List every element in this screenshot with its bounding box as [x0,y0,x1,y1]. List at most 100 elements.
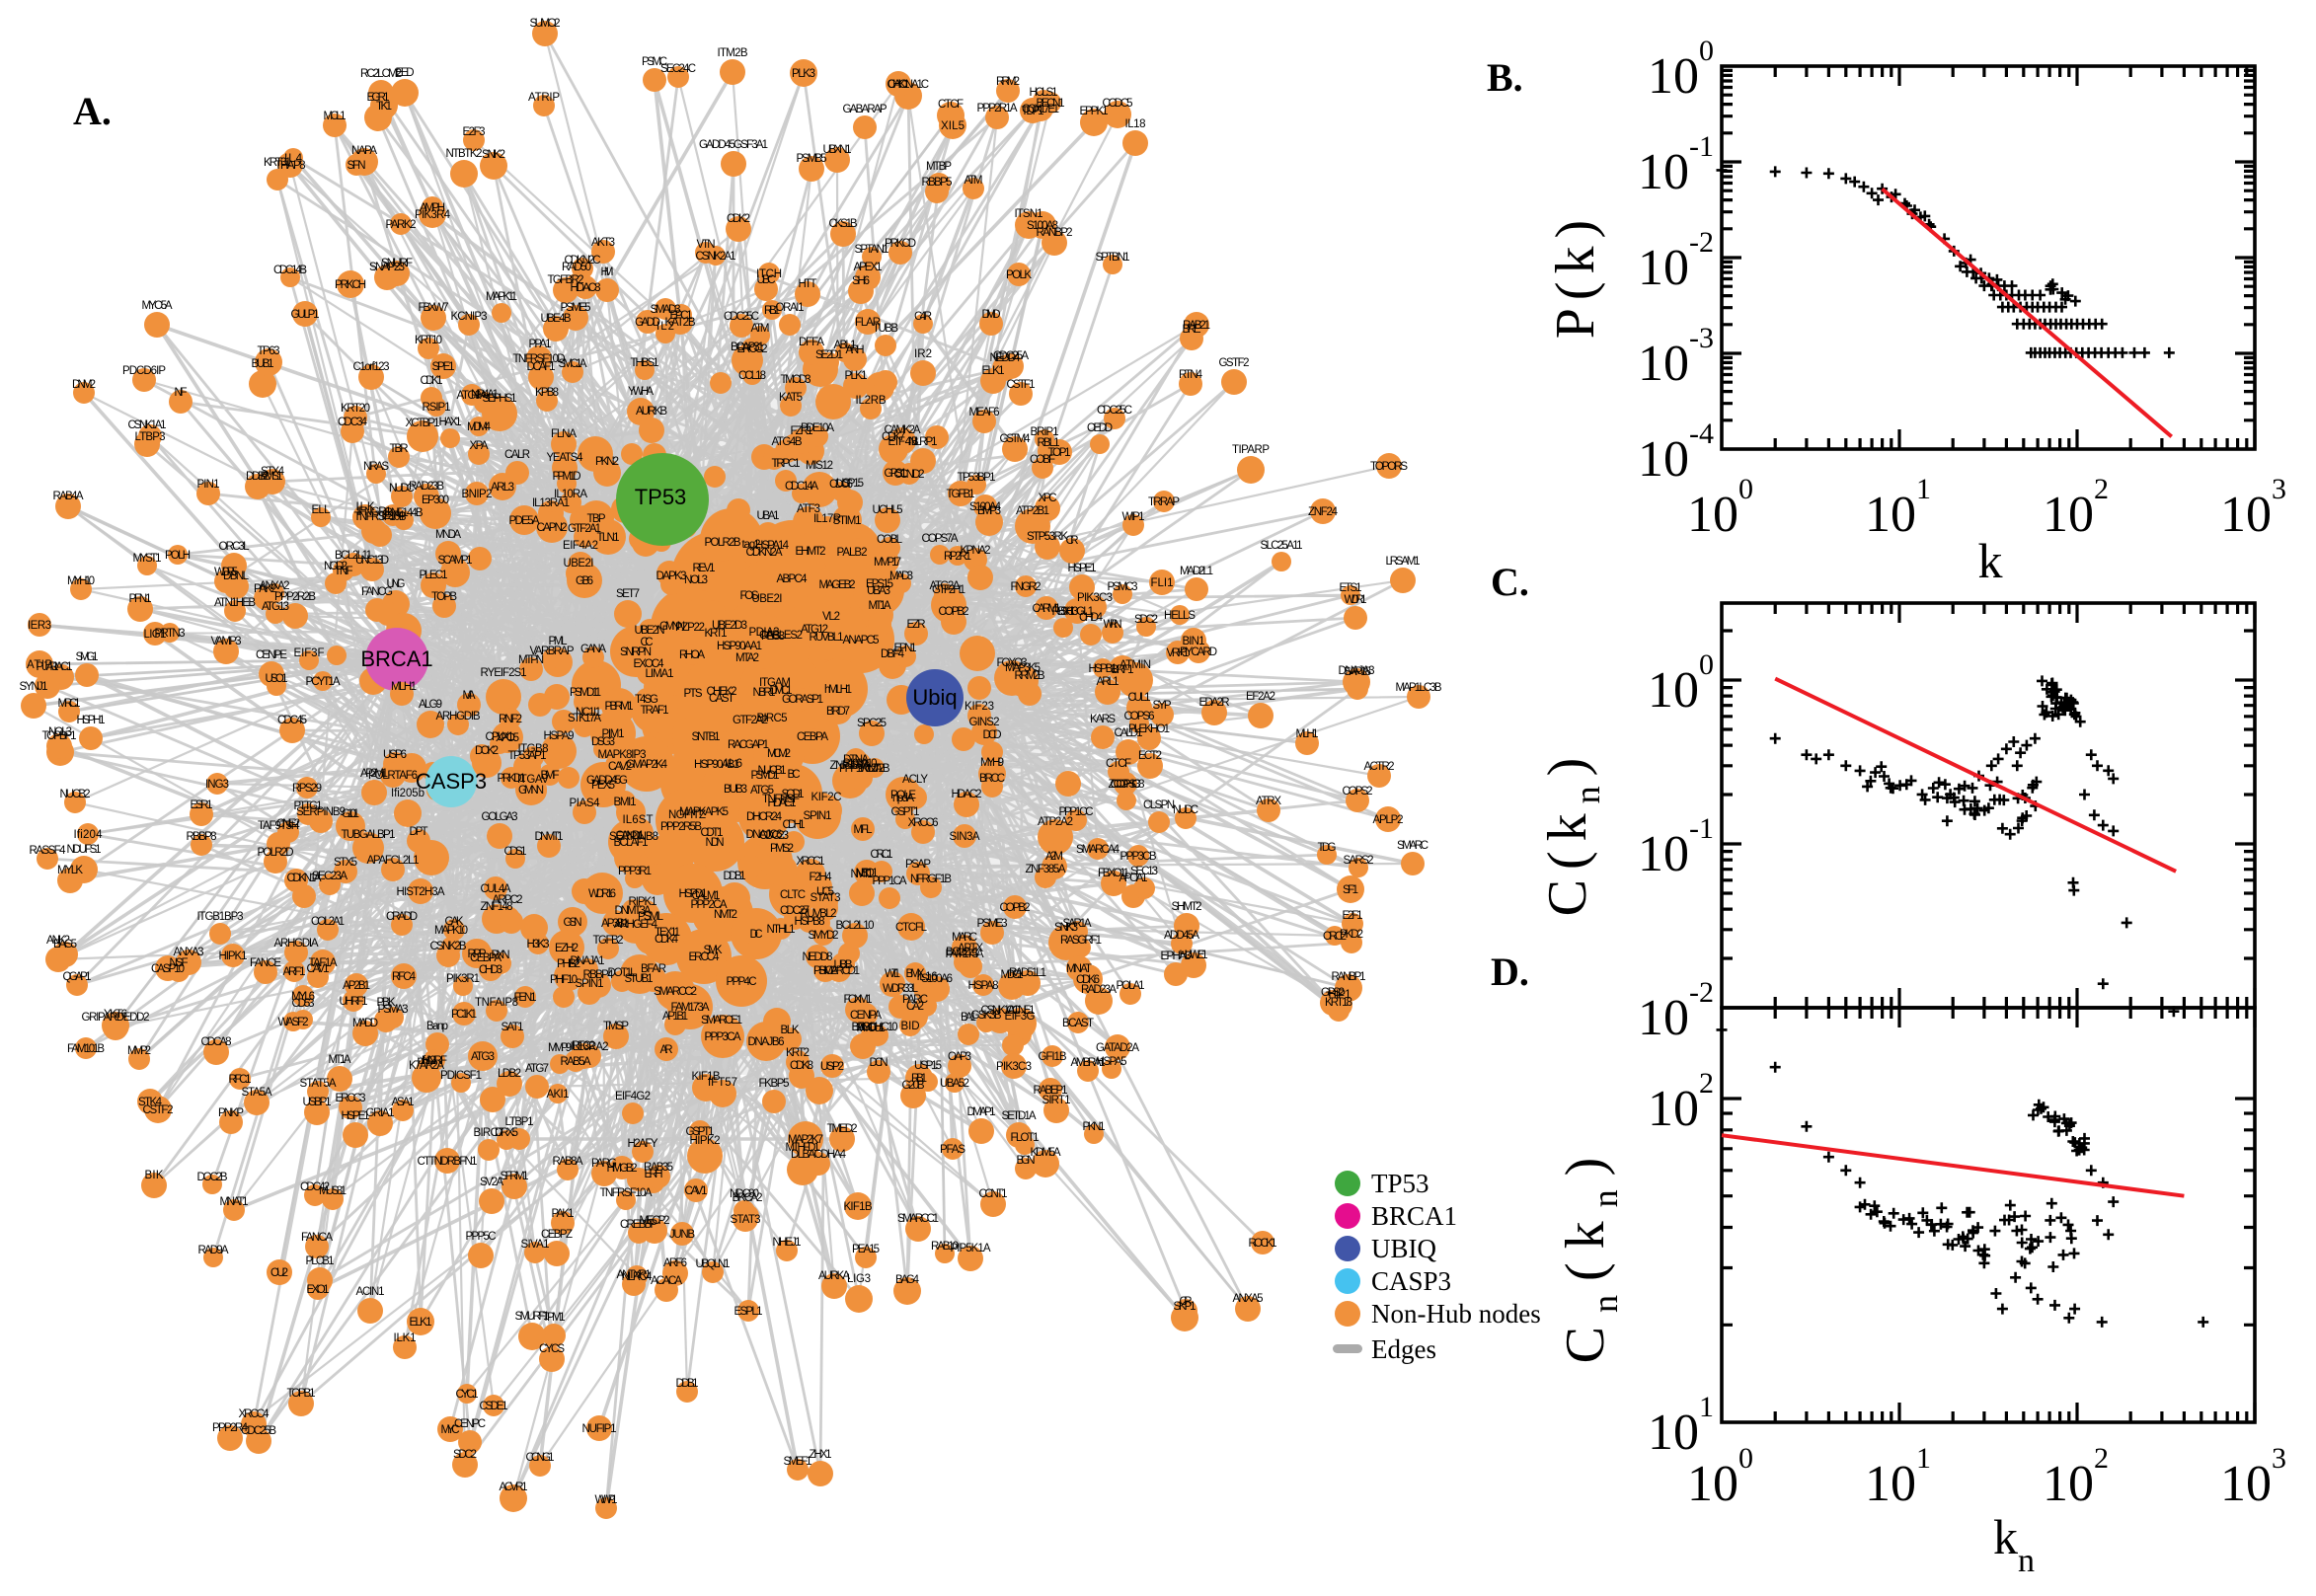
svg-text:PRKCD: PRKCD [885,238,916,250]
svg-text:NUDC: NUDC [389,483,415,494]
svg-text:EXO1: EXO1 [307,1284,330,1296]
svg-text:AP1B1: AP1B1 [662,1011,688,1023]
svg-text:UBB: UBB [834,959,853,971]
svg-text:GADD45G: GADD45G [586,775,628,787]
svg-text:NSF: NSF [170,957,189,969]
svg-text:PDE5A: PDE5A [509,515,540,527]
svg-text:DOK2: DOK2 [475,745,499,757]
svg-text:SMARCD1: SMARCD1 [818,965,860,977]
svg-text:CYCS: CYCS [539,1343,565,1355]
svg-text:CDKN2C: CDKN2C [565,255,601,266]
svg-text:RFC1: RFC1 [229,1074,252,1086]
svg-text:ATMIN: ATMIN [1119,659,1151,671]
svg-text:GANA: GANA [580,644,606,655]
svg-text:ILK1: ILK1 [394,1332,417,1344]
svg-text:MTA2: MTA2 [735,652,759,664]
svg-text:ARF6: ARF6 [663,1257,687,1269]
svg-text:C.: C. [1491,560,1529,604]
svg-text:SF1: SF1 [1343,884,1358,896]
svg-text:BCLAF1: BCLAF1 [614,837,649,849]
svg-text:E2F4: E2F4 [382,510,406,522]
svg-text:WASF2: WASF2 [278,1017,309,1028]
svg-text:PC1K1: PC1K1 [451,1009,477,1021]
svg-text:USO1: USO1 [266,673,288,685]
svg-text:RAD50: RAD50 [562,262,591,273]
svg-text:NOL3: NOL3 [48,726,72,738]
svg-text:GSK3B: GSK3B [971,1010,1002,1022]
svg-text:PNKP: PNKP [218,1107,244,1119]
svg-text:UBE2I: UBE2I [752,593,783,605]
svg-text:DMD: DMD [982,309,1001,321]
svg-text:PLCB1: PLCB1 [306,1255,335,1267]
svg-text:STX5: STX5 [334,857,357,869]
svg-text:NUCB1: NUCB1 [758,765,787,777]
svg-text:NDN: NDN [706,837,725,849]
svg-text:IFT57: IFT57 [708,1077,737,1089]
svg-text:RBBP8: RBBP8 [187,831,217,843]
svg-text:S100A4: S100A4 [969,501,1002,513]
svg-text:PSMD11: PSMD11 [570,687,601,699]
svg-text:TOPB1: TOPB1 [287,1388,316,1400]
svg-text:FLNA: FLNA [551,428,577,440]
svg-text:EIF4A2: EIF4A2 [563,540,598,552]
svg-text:HIPK2: HIPK2 [690,1135,721,1147]
svg-text:AP2B1: AP2B1 [343,980,370,992]
svg-text:TBR: TBR [390,443,409,455]
svg-text:CASP3: CASP3 [1371,1266,1451,1296]
svg-text:CTTNDRBFN1: CTTNDRBFN1 [418,1156,478,1168]
svg-text:RBX1: RBX1 [1052,606,1075,618]
svg-text:MAP2K7: MAP2K7 [788,1134,823,1146]
svg-text:TDP1: TDP1 [1022,106,1044,117]
svg-text:DBNL: DBNL [223,570,250,582]
svg-text:DAPK3: DAPK3 [656,570,687,582]
svg-text:GOLGA3: GOLGA3 [482,811,518,823]
svg-text:MAP1LC3B: MAP1LC3B [1396,682,1442,694]
svg-text:TGFB2: TGFB2 [593,935,624,947]
svg-text:HSPA14: HSPA14 [755,540,790,552]
svg-text:THAP8: THAP8 [275,160,306,172]
svg-text:CDC25A: CDC25A [993,350,1029,362]
svg-text:CR: CR [1180,1296,1193,1308]
svg-text:TP53: TP53 [1371,1169,1429,1198]
svg-text:SMARCC1: SMARCC1 [897,1213,939,1225]
svg-text:SAP18: SAP18 [1344,666,1371,678]
svg-text:ARHGDIA: ARHGDIA [274,938,319,950]
svg-text:CSDE1: CSDE1 [480,1401,508,1412]
svg-text:PDE10A: PDE10A [801,422,834,434]
svg-text:YKT6: YKT6 [104,1009,127,1021]
svg-text:UBC: UBC [757,274,776,286]
svg-text:NDUFS1: NDUFS1 [67,844,102,856]
svg-text:HAX1: HAX1 [439,417,462,428]
svg-text:BGN: BGN [1017,1155,1036,1167]
svg-text:STAT3: STAT3 [731,1214,761,1226]
svg-text:PZP22: PZP22 [675,622,705,634]
svg-text:SIN3A: SIN3A [950,831,980,843]
svg-text:PIP5K1A: PIP5K1A [951,1243,991,1254]
svg-text:CDK7: CDK7 [882,431,905,443]
svg-text:ITGAM: ITGAM [759,677,791,689]
svg-text:CNE2: CNE2 [276,818,300,830]
svg-text:SAT1: SAT1 [502,1022,524,1033]
svg-text:TLN1: TLN1 [597,532,620,544]
svg-text:UBA1: UBA1 [757,510,780,522]
svg-text:IER3: IER3 [28,620,51,632]
svg-text:tag2: tag2 [742,539,761,551]
svg-text:HSPA9: HSPA9 [544,730,575,742]
svg-text:CYC1: CYC1 [456,1389,479,1401]
svg-text:ZCCHC8: ZCCHC8 [1109,779,1145,791]
svg-text:DCAF1: DCAF1 [527,361,556,373]
svg-text:H2AFY: H2AFY [628,1138,658,1150]
svg-text:TP53AP1: TP53AP1 [508,750,547,762]
svg-text:PPP4C: PPP4C [727,976,757,988]
svg-text:ATM: ATM [751,323,770,335]
svg-text:SERPINB8: SERPINB8 [609,831,658,843]
svg-text:XPC: XPC [1039,493,1057,504]
svg-text:CCDC5: CCDC5 [1103,98,1133,110]
svg-text:BRIP1: BRIP1 [1031,426,1059,438]
svg-text:POLH: POLH [165,550,191,562]
svg-text:UBXN1: UBXN1 [823,144,852,156]
svg-text:NRAS: NRAS [363,461,389,473]
svg-text:NTHL1: NTHL1 [767,924,796,936]
svg-text:TRPC1: TRPC1 [772,458,801,470]
svg-text:FEN1: FEN1 [514,992,537,1004]
